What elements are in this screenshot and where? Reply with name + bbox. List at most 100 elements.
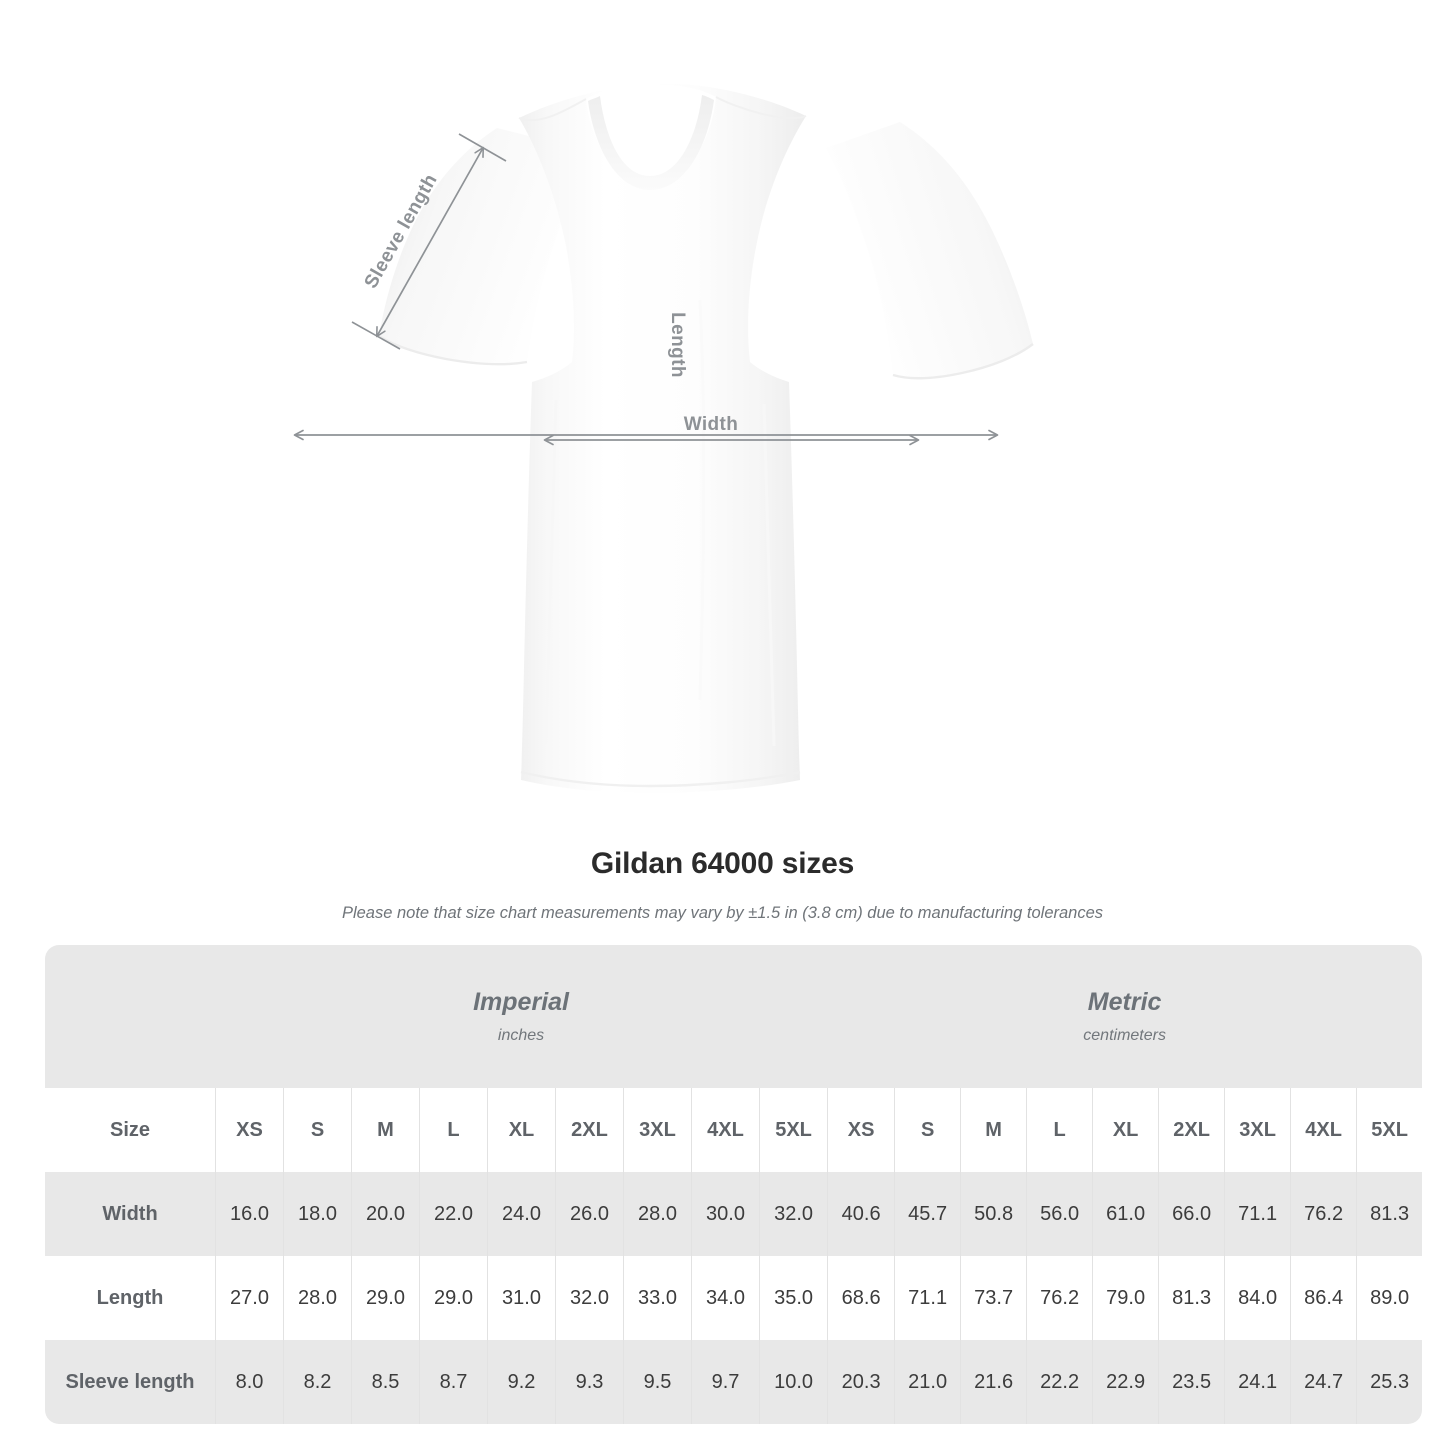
sleeve-tick-top	[458, 133, 507, 162]
sleeve-arrow-line	[375, 146, 485, 338]
measurement-cell: 22.9	[1092, 1340, 1159, 1424]
size-header-cell: 3XL	[1224, 1088, 1291, 1172]
measurement-cell: 81.3	[1356, 1172, 1423, 1256]
unit-group-metric: Metric centimeters	[827, 945, 1423, 1088]
size-header-cell: XL	[487, 1088, 555, 1172]
length-label: Length	[667, 312, 688, 378]
size-header-cell: M	[960, 1088, 1027, 1172]
measurement-cell: 10.0	[759, 1340, 828, 1424]
measurement-cell: 66.0	[1158, 1172, 1225, 1256]
row-label: Length	[45, 1256, 215, 1340]
measurement-cell: 34.0	[691, 1256, 759, 1340]
measurement-cell: 61.0	[1092, 1172, 1159, 1256]
sleeve-tick-bottom	[351, 321, 401, 350]
size-header-cell: XL	[1092, 1088, 1159, 1172]
size-header-cell: L	[419, 1088, 487, 1172]
measurement-cell: 56.0	[1026, 1172, 1093, 1256]
measurement-cell: 73.7	[960, 1256, 1027, 1340]
title-block: Gildan 64000 sizes Please note that size…	[0, 845, 1445, 924]
measurement-cell: 22.0	[419, 1172, 487, 1256]
size-header-row: Size XS S M L XL 2XL 3XL 4XL 5XL XS S M …	[45, 1088, 1423, 1172]
measurement-cell: 32.0	[555, 1256, 623, 1340]
measurement-cell: 86.4	[1290, 1256, 1357, 1340]
unit-row-corner	[45, 945, 215, 1088]
size-header-cell: XS	[827, 1088, 895, 1172]
bottom-hem	[520, 770, 801, 788]
size-header-cell: 4XL	[691, 1088, 759, 1172]
measurement-cell: 35.0	[759, 1256, 828, 1340]
row-label: Sleeve length	[45, 1340, 215, 1424]
size-header-cell: L	[1026, 1088, 1093, 1172]
measurement-cell: 9.7	[691, 1340, 759, 1424]
measurement-cell: 28.0	[623, 1172, 691, 1256]
measurement-cell: 84.0	[1224, 1256, 1291, 1340]
width-label: Width	[684, 414, 739, 435]
measurement-cell: 29.0	[419, 1256, 487, 1340]
measurement-cell: 18.0	[283, 1172, 351, 1256]
size-header-cell: 2XL	[1158, 1088, 1225, 1172]
measurement-cell: 30.0	[691, 1172, 759, 1256]
tolerance-note: Please note that size chart measurements…	[341, 904, 1104, 922]
size-header-cell: S	[894, 1088, 961, 1172]
fold-right	[762, 403, 776, 747]
shirt-body	[519, 84, 806, 793]
size-header-cell: 3XL	[623, 1088, 691, 1172]
measurement-cell: 9.2	[487, 1340, 555, 1424]
measurement-cell: 40.6	[827, 1172, 895, 1256]
measurement-cell: 28.0	[283, 1256, 351, 1340]
measurement-cell: 21.0	[894, 1340, 961, 1424]
unit-header-row: Imperial inches Metric centimeters	[45, 945, 1423, 1088]
fold-center	[698, 299, 706, 701]
measurement-cell: 21.6	[960, 1340, 1027, 1424]
measurement-cell: 89.0	[1356, 1256, 1423, 1340]
measurement-cell: 29.0	[351, 1256, 419, 1340]
tshirt-shape	[378, 84, 1034, 793]
measurement-cell: 45.7	[894, 1172, 961, 1256]
measurement-cell: 26.0	[555, 1172, 623, 1256]
measurement-cell: 76.2	[1026, 1256, 1093, 1340]
width-dimension: Width	[543, 414, 920, 446]
size-chart-table: Imperial inches Metric centimeters Size …	[45, 945, 1423, 1424]
measurement-cell: 71.1	[1224, 1172, 1291, 1256]
measurement-cell: 79.0	[1092, 1256, 1159, 1340]
size-header-cell: 5XL	[759, 1088, 828, 1172]
measurement-cell: 24.7	[1290, 1340, 1357, 1424]
measurement-cell: 68.6	[827, 1256, 895, 1340]
measurement-cell: 8.2	[283, 1340, 351, 1424]
tshirt-diagram: Length Width Sleeve length	[293, 84, 1034, 793]
measurement-cell: 16.0	[215, 1172, 283, 1256]
measurement-cell: 50.8	[960, 1172, 1027, 1256]
measurement-cell: 81.3	[1158, 1256, 1225, 1340]
page-title: Gildan 64000 sizes	[590, 847, 855, 880]
measurement-cell: 27.0	[215, 1256, 283, 1340]
measurement-cell: 24.0	[487, 1172, 555, 1256]
measurement-cell: 22.2	[1026, 1340, 1093, 1424]
measurement-cell: 23.5	[1158, 1340, 1225, 1424]
measurement-cell: 20.3	[827, 1340, 895, 1424]
left-shoulder-seam	[518, 98, 587, 122]
measurement-cell: 33.0	[623, 1256, 691, 1340]
measurement-cell: 9.3	[555, 1340, 623, 1424]
right-shoulder-seam	[715, 96, 807, 120]
table-row: Sleeve length 8.0 8.2 8.5 8.7 9.2 9.3 9.…	[45, 1340, 1423, 1424]
table-row: Length 27.0 28.0 29.0 29.0 31.0 32.0 33.…	[45, 1256, 1423, 1340]
unit-group-metric-name: Metric	[1087, 988, 1162, 1016]
unit-group-imperial: Imperial inches	[215, 945, 828, 1088]
unit-group-imperial-name: Imperial	[473, 988, 569, 1016]
measurement-cell: 24.1	[1224, 1340, 1291, 1424]
unit-group-metric-sub: centimeters	[1083, 1027, 1166, 1044]
size-header-cell: XS	[215, 1088, 283, 1172]
size-header-cell: M	[351, 1088, 419, 1172]
measurement-cell: 25.3	[1356, 1340, 1423, 1424]
size-header-cell: 4XL	[1290, 1088, 1357, 1172]
row-label: Width	[45, 1172, 215, 1256]
measurement-cell: 8.7	[419, 1340, 487, 1424]
measurement-cell: 9.5	[623, 1340, 691, 1424]
measurement-cell: 76.2	[1290, 1172, 1357, 1256]
table-row: Width 16.0 18.0 20.0 22.0 24.0 26.0 28.0…	[45, 1172, 1423, 1256]
measurement-cell: 20.0	[351, 1172, 419, 1256]
measurement-cell: 8.0	[215, 1340, 283, 1424]
size-header-cell: S	[283, 1088, 351, 1172]
measurement-cell: 8.5	[351, 1340, 419, 1424]
unit-group-imperial-sub: inches	[497, 1027, 545, 1044]
